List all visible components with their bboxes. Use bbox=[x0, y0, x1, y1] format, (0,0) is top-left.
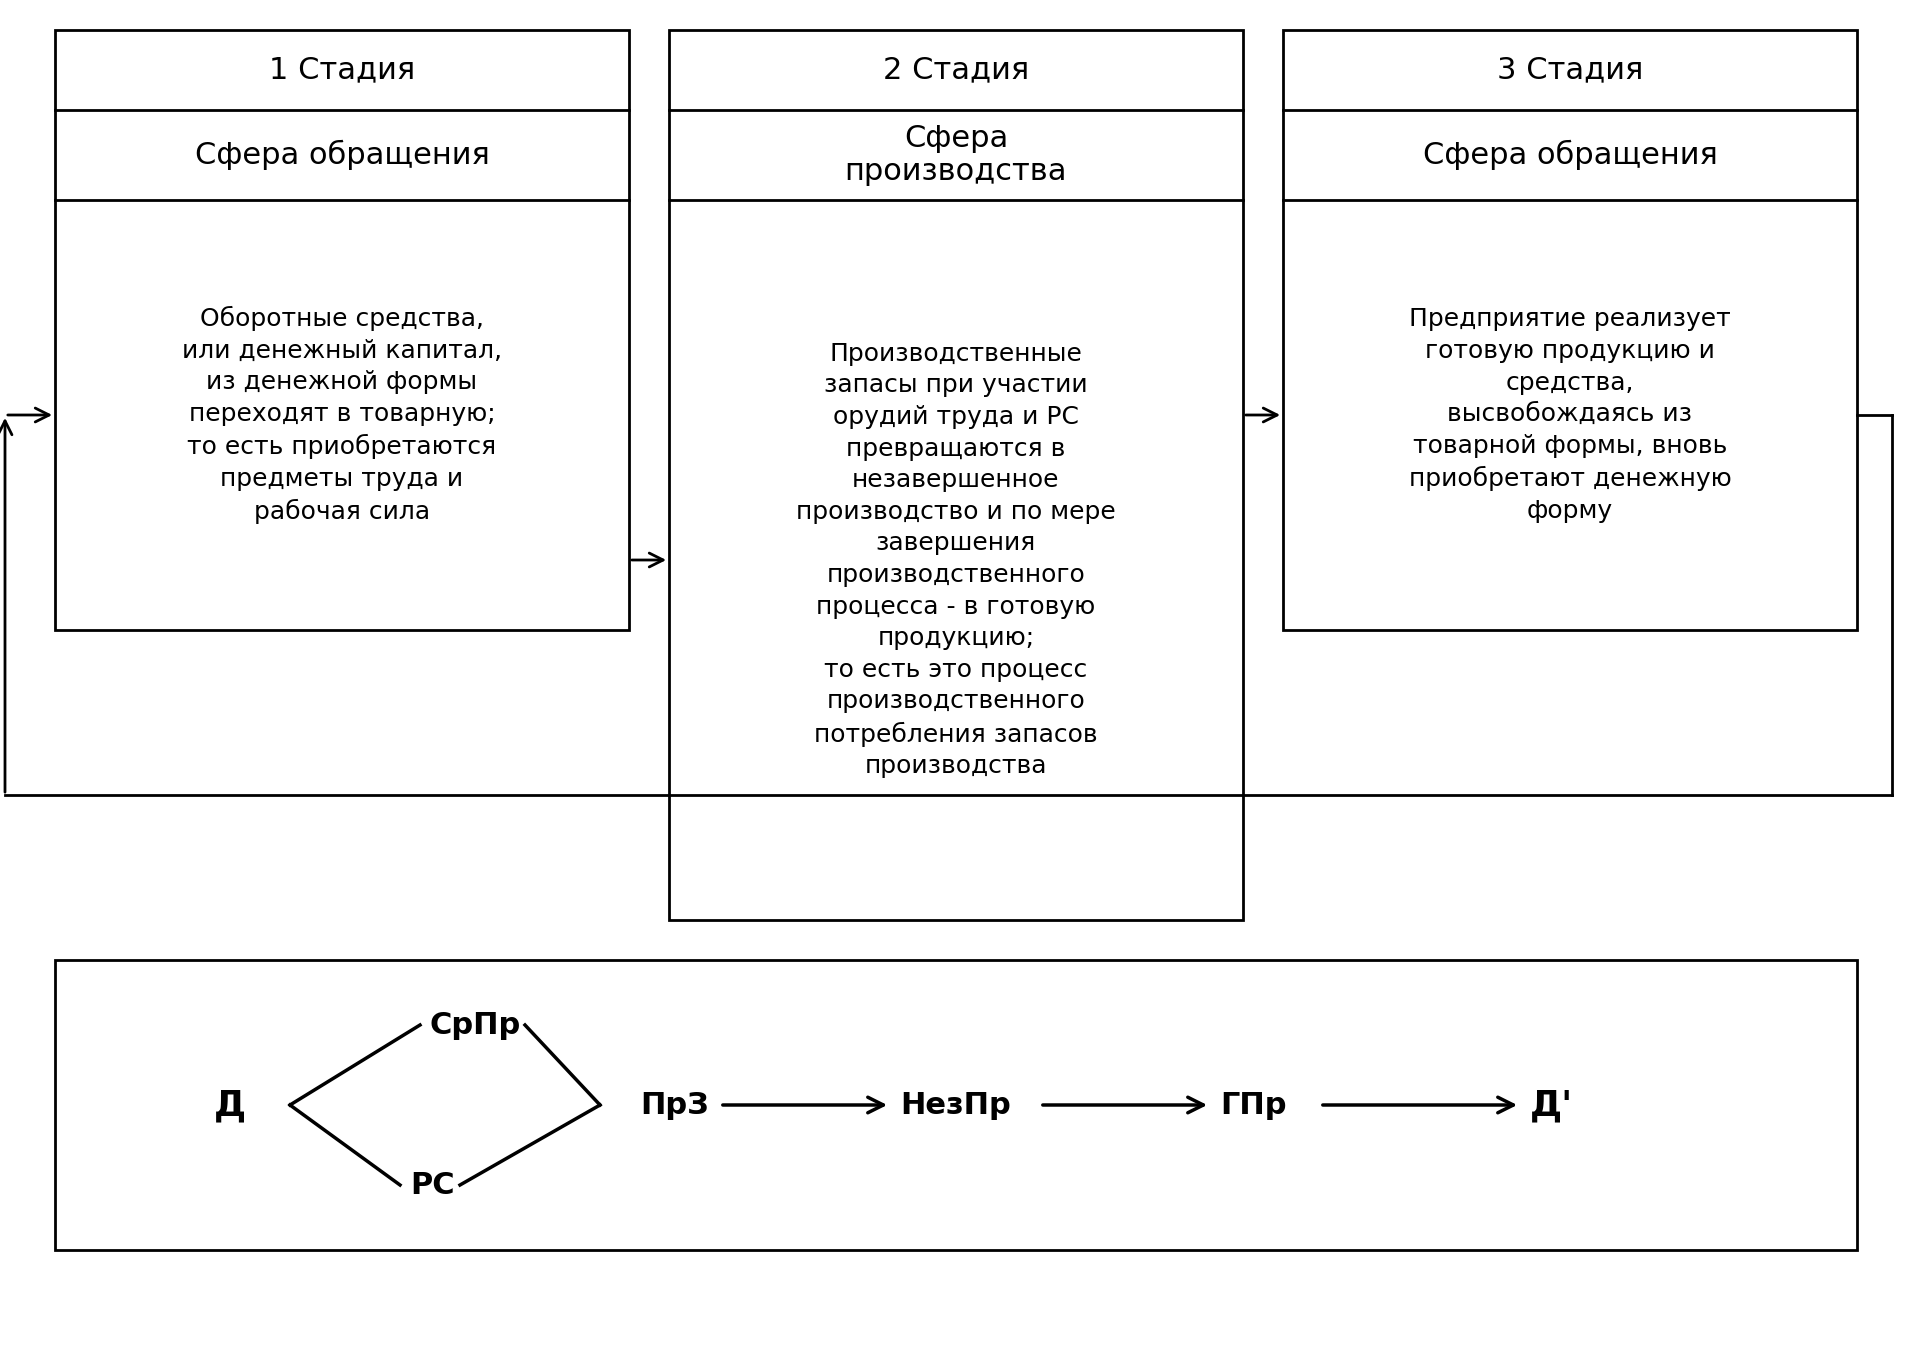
Bar bbox=[669, 30, 1243, 919]
Text: Предприятие реализует
готовую продукцию и
средства,
высвобождаясь из
товарной фо: Предприятие реализует готовую продукцию … bbox=[1409, 308, 1732, 522]
Bar bbox=[1283, 30, 1857, 630]
Text: СрПр: СрПр bbox=[430, 1011, 522, 1040]
Text: Д: Д bbox=[214, 1088, 247, 1122]
Bar bbox=[55, 960, 1857, 1250]
Text: 1 Стадия: 1 Стадия bbox=[270, 55, 415, 85]
Text: Д': Д' bbox=[1530, 1088, 1574, 1122]
Text: 3 Стадия: 3 Стадия bbox=[1497, 55, 1642, 85]
Text: Сфера
производства: Сфера производства bbox=[845, 124, 1067, 186]
Text: Оборотные средства,
или денежный капитал,
из денежной формы
переходят в товарную: Оборотные средства, или денежный капитал… bbox=[182, 306, 503, 524]
Text: Сфера обращения: Сфера обращения bbox=[195, 140, 489, 170]
Text: РС: РС bbox=[409, 1170, 455, 1200]
Bar bbox=[55, 30, 629, 630]
Text: Сфера обращения: Сфера обращения bbox=[1423, 140, 1717, 170]
Text: Производственные
запасы при участии
орудий труда и РС
превращаются в
незавершенн: Производственные запасы при участии оруд… bbox=[795, 342, 1117, 778]
Text: ГПр: ГПр bbox=[1220, 1091, 1287, 1119]
Text: НезПр: НезПр bbox=[901, 1091, 1011, 1119]
Text: ПрЗ: ПрЗ bbox=[641, 1091, 709, 1119]
Text: 2 Стадия: 2 Стадия bbox=[883, 55, 1029, 85]
